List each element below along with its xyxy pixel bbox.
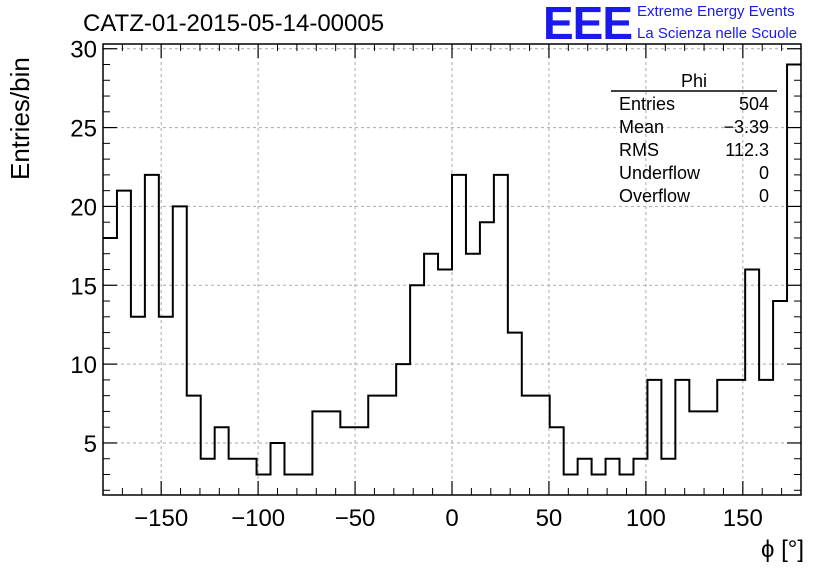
stats-label: RMS: [619, 140, 659, 160]
y-tick-label: 10: [70, 352, 97, 379]
x-tick-label: 100: [626, 505, 666, 532]
stats-label: Underflow: [619, 163, 701, 183]
y-axis-label: Entries/bin: [5, 57, 35, 180]
x-tick-label: 0: [445, 505, 458, 532]
x-tick-label: −50: [335, 505, 376, 532]
y-tick-label: 20: [70, 194, 97, 221]
logo-text-line2: La Scienza nelle Scuole: [637, 25, 798, 42]
y-tick-label: 30: [70, 37, 97, 64]
histogram-series: [103, 63, 801, 476]
stats-label: Entries: [619, 94, 675, 114]
x-tick-label: −100: [231, 505, 285, 532]
stats-value: 504: [739, 94, 769, 114]
stats-title: Phi: [681, 71, 707, 91]
stats-value: 0: [759, 163, 769, 183]
chart-title: CATZ-01-2015-05-14-00005: [83, 10, 385, 37]
y-tick-label: 25: [70, 116, 97, 143]
stats-label: Overflow: [619, 186, 691, 206]
stats-value: 0: [759, 186, 769, 206]
logo-text-line1: Extreme Energy Events: [637, 3, 795, 20]
x-axis-label: ϕ [°]: [760, 536, 804, 563]
axes: −150 −100 −50 0 50 100 150 5 10 15 20 25 30: [70, 37, 802, 532]
x-tick-label: −150: [134, 505, 188, 532]
y-tick-label: 15: [70, 273, 97, 300]
x-tick-label: 150: [723, 505, 763, 532]
stats-value: 112.3: [725, 140, 769, 160]
stats-label: Mean: [619, 117, 664, 137]
eee-logo: EEE: [543, 0, 633, 49]
stats-box: Phi Entries 504 Mean −3.39 RMS 112.3 Underflow 0…: [611, 71, 777, 206]
stats-value: −3.39: [723, 117, 769, 137]
y-tick-label: 5: [84, 431, 97, 458]
x-tick-label: 50: [536, 505, 563, 532]
